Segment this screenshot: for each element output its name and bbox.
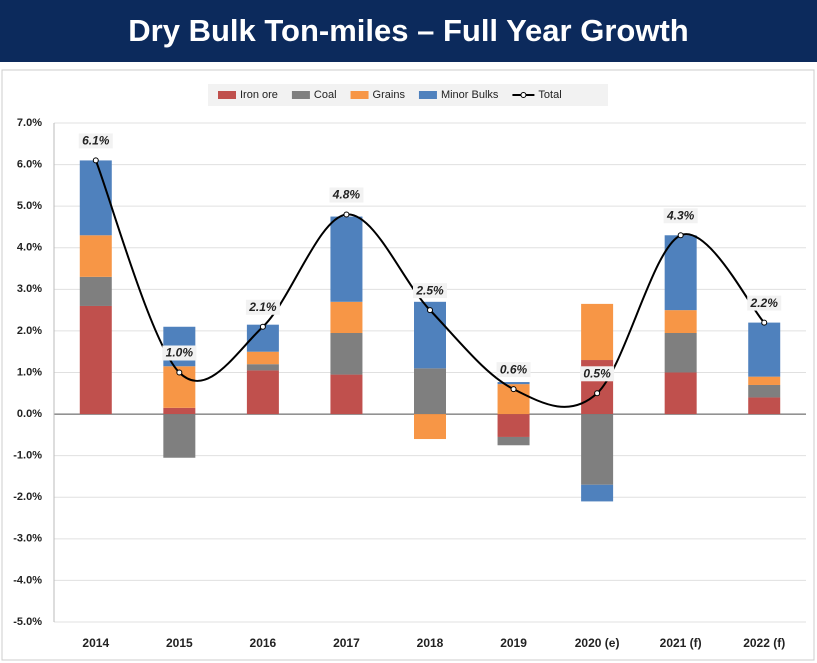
data-label: 1.0% xyxy=(166,346,194,360)
y-tick-label: -2.0% xyxy=(13,491,42,503)
bar-segment xyxy=(330,216,363,302)
legend-swatch xyxy=(291,91,310,99)
legend-label: Total xyxy=(538,89,561,101)
label-box xyxy=(413,283,447,299)
total-marker xyxy=(427,307,433,314)
bar-segment xyxy=(414,368,446,415)
total-marker xyxy=(761,319,768,326)
data-label: 0.5% xyxy=(583,366,611,380)
bar-segment xyxy=(246,370,279,415)
label-box xyxy=(162,345,197,361)
bar-segment xyxy=(497,436,530,446)
y-tick-label: -1.0% xyxy=(13,450,42,462)
y-tick-label: 5.0% xyxy=(17,200,42,212)
label-box xyxy=(663,208,698,224)
y-tick-label: 6.0% xyxy=(17,158,42,170)
bar-segment xyxy=(79,276,112,306)
bar-segment xyxy=(581,484,614,502)
bar-segment xyxy=(79,305,112,415)
bar-segment xyxy=(79,235,112,277)
y-tick-label: 0.0% xyxy=(17,408,42,420)
y-tick-label: -4.0% xyxy=(13,574,42,586)
legend-label: Coal xyxy=(314,89,337,101)
bar-segment xyxy=(748,384,781,398)
chart-frame xyxy=(1,69,815,661)
chart-title: Dry Bulk Ton-miles – Full Year Growth xyxy=(0,0,817,62)
y-tick-label: 1.0% xyxy=(17,366,42,378)
legend-label: Minor Bulks xyxy=(441,89,499,101)
label-box xyxy=(329,187,364,203)
data-label: 0.6% xyxy=(500,362,528,376)
legend-swatch xyxy=(418,91,437,99)
x-tick-label: 2014 xyxy=(82,636,109,650)
data-label: 2.1% xyxy=(248,300,277,314)
data-label: 2.2% xyxy=(750,296,779,310)
total-marker xyxy=(343,211,350,218)
bar-segment xyxy=(330,301,363,333)
bar-segment xyxy=(748,376,781,385)
bar-segment xyxy=(581,414,614,485)
total-marker xyxy=(510,386,517,393)
y-tick-label: 3.0% xyxy=(17,283,42,295)
label-box xyxy=(78,133,113,149)
bar-segment xyxy=(664,310,697,333)
data-label: 2.5% xyxy=(415,283,444,297)
y-tick-label: 4.0% xyxy=(17,242,42,254)
total-marker xyxy=(677,232,684,239)
legend-swatch xyxy=(218,91,236,99)
total-line xyxy=(94,160,765,408)
x-tick-label: 2022 (f) xyxy=(743,636,785,650)
bar-segment xyxy=(414,414,446,440)
x-tick-label: 2016 xyxy=(250,636,277,650)
bar-segment xyxy=(497,382,530,385)
bar-segment xyxy=(330,374,363,415)
x-tick-label: 2020 (e) xyxy=(575,636,620,650)
bar-segment xyxy=(79,160,112,236)
bar-segment xyxy=(246,364,279,371)
y-tick-label: 7.0% xyxy=(17,117,42,129)
data-label: 4.3% xyxy=(666,208,695,222)
chart: -5.0% -4.0% -3.0% -2.0% -1.0% 0.0% 1.0% 2.0% 3.0… xyxy=(1,69,815,661)
x-tick-label: 2015 xyxy=(166,636,193,650)
total-marker xyxy=(92,157,99,164)
bar-segment xyxy=(163,414,196,458)
x-tick-label: 2017 xyxy=(333,636,360,650)
legend-swatch xyxy=(520,92,527,98)
total-marker xyxy=(176,369,183,376)
bar-segment xyxy=(748,397,781,415)
legend-label: Iron ore xyxy=(240,89,278,101)
label-box xyxy=(580,366,615,382)
x-tick-label: 2018 xyxy=(417,636,444,650)
bar-segment xyxy=(163,407,196,415)
total-marker xyxy=(594,390,601,397)
bar-segment xyxy=(664,332,697,373)
label-box xyxy=(747,295,782,311)
bar-segment xyxy=(581,303,614,361)
legend-box xyxy=(208,84,608,106)
bar-segment xyxy=(246,351,279,365)
legend-label: Grains xyxy=(373,89,406,101)
x-tick-label: 2019 xyxy=(500,636,527,650)
y-tick-label: -3.0% xyxy=(13,533,42,545)
bar-segment xyxy=(330,332,363,375)
label-box xyxy=(245,299,280,315)
data-label: 4.8% xyxy=(332,188,361,202)
bar-segment xyxy=(748,322,781,377)
bar-segment xyxy=(664,235,697,311)
label-box xyxy=(496,362,531,378)
x-tick-label: 2021 (f) xyxy=(660,636,702,650)
total-marker xyxy=(259,323,266,330)
legend-swatch xyxy=(350,91,369,99)
data-label: 6.1% xyxy=(82,134,110,148)
bar-segment xyxy=(664,372,697,415)
y-tick-label: 2.0% xyxy=(17,325,42,337)
y-tick-label: -5.0% xyxy=(13,616,42,628)
bar-segment xyxy=(497,414,530,437)
